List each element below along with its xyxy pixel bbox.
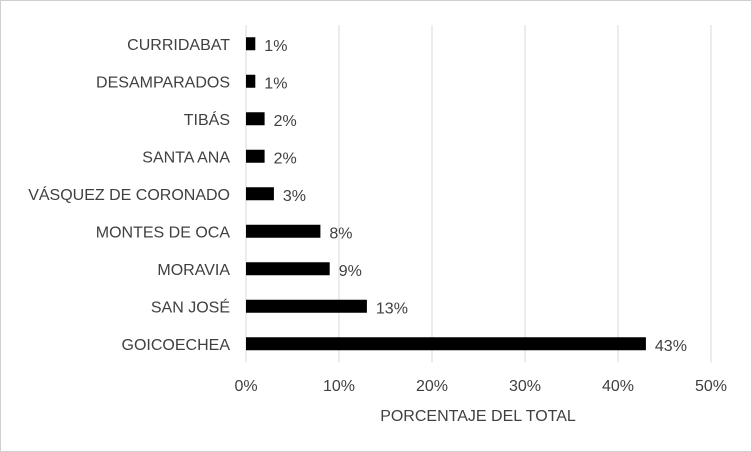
category-label: VÁSQUEZ DE CORONADO [28, 185, 230, 204]
x-axis-title: PORCENTAJE DEL TOTAL [380, 408, 576, 425]
bar [246, 224, 321, 238]
bar [246, 112, 265, 126]
data-label: 1% [264, 75, 287, 92]
category-label: SAN JOSÉ [151, 297, 230, 316]
category-label: TIBÁS [184, 110, 230, 129]
bar [246, 337, 646, 351]
category-label: CURRIDABAT [127, 37, 230, 54]
bars [246, 37, 646, 351]
bar [246, 149, 265, 163]
category-label: MONTES DE OCA [96, 224, 231, 241]
x-tick-label: 10% [323, 378, 355, 395]
category-labels: CURRIDABAT DESAMPARADOS TIBÁS SANTA ANA VÁSQ… [28, 37, 230, 354]
bar [246, 299, 367, 313]
data-label: 43% [655, 338, 687, 355]
category-label: MORAVIA [157, 262, 230, 279]
x-tick-label: 30% [509, 378, 541, 395]
category-label: SANTA ANA [142, 149, 230, 166]
x-tick-labels: 0% 10% 20% 30% 40% 50% [234, 378, 727, 395]
bar [246, 262, 330, 276]
data-label: 1% [264, 38, 287, 55]
x-tick-label: 0% [234, 378, 257, 395]
x-tick-label: 40% [602, 378, 634, 395]
data-label: 9% [339, 263, 362, 280]
data-label: 8% [329, 225, 352, 242]
bar [246, 187, 274, 201]
x-tick-label: 20% [416, 378, 448, 395]
bar [246, 37, 256, 51]
x-tick-label: 50% [695, 378, 727, 395]
category-label: GOICOECHEA [122, 337, 231, 354]
data-label: 13% [376, 300, 408, 317]
data-label: 2% [274, 150, 297, 167]
category-label: DESAMPARADOS [96, 74, 230, 91]
data-label: 3% [283, 188, 306, 205]
data-label: 2% [274, 113, 297, 130]
data-labels: 1% 1% 2% 2% 3% 8% 9% 13% 43% [264, 38, 687, 355]
bar [246, 74, 256, 88]
